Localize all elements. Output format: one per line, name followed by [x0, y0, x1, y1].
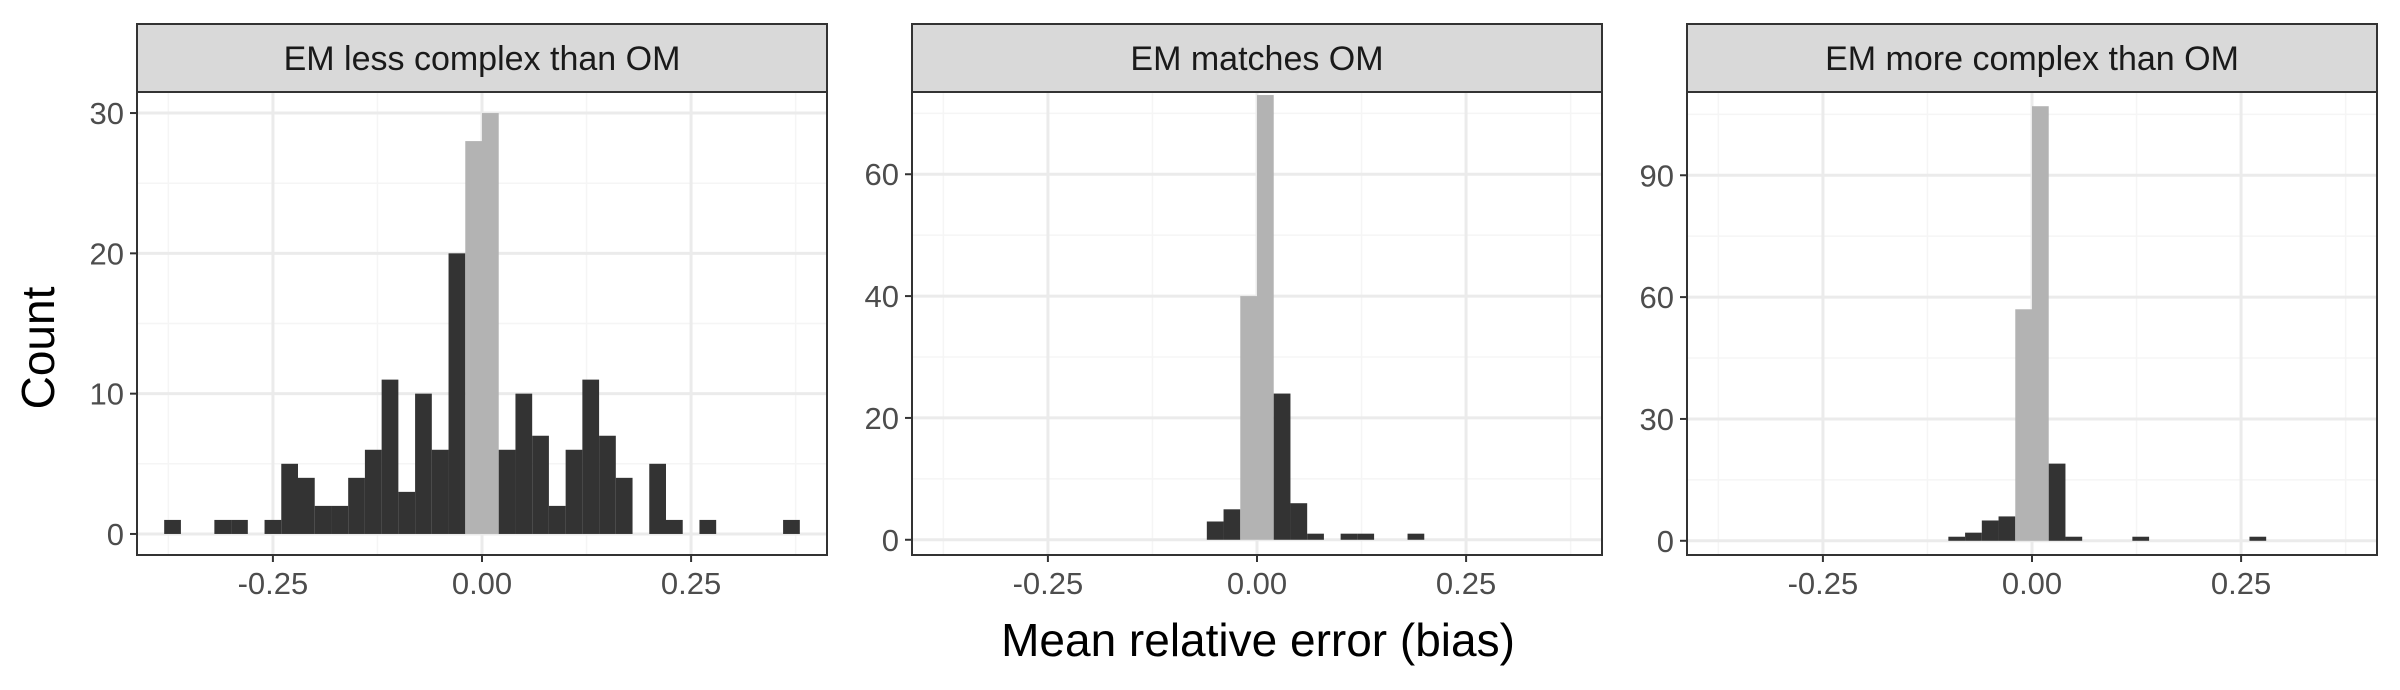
- histogram-bar: [1273, 393, 1291, 540]
- x-tick-label: 0.00: [2002, 566, 2062, 601]
- y-axis-title: Count: [12, 286, 64, 409]
- y-tick-label: 60: [865, 157, 899, 192]
- histogram-bar: [1206, 521, 1224, 540]
- histogram-bar: [1948, 536, 1966, 541]
- y-tick-label: 90: [1640, 158, 1674, 193]
- histogram-bar: [1240, 296, 1257, 540]
- histogram-bar: [348, 477, 365, 534]
- histogram-bar: [264, 519, 282, 534]
- histogram-bar: [331, 505, 349, 534]
- histogram-bar: [314, 505, 332, 534]
- x-tick-label: -0.25: [1013, 566, 1084, 601]
- x-tick-label: 0.25: [1436, 566, 1496, 601]
- y-tick-label: 30: [90, 96, 124, 131]
- histogram-bar: [515, 393, 533, 534]
- histogram-bar: [448, 253, 466, 534]
- histogram-bar: [1998, 516, 2016, 541]
- facet-panels: EM less complex than OM -0.25 0.00 0.25 0 10 2…: [90, 23, 2378, 601]
- histogram-bar: [783, 519, 800, 534]
- x-tick-label: 0.25: [2211, 566, 2271, 601]
- histogram-bar: [2249, 536, 2267, 541]
- x-tick-label: 0.00: [1227, 566, 1287, 601]
- histogram-bar: [2048, 463, 2066, 541]
- histogram-bar: [1357, 533, 1375, 540]
- y-tick-label: 20: [865, 401, 899, 436]
- histogram-bar: [231, 519, 248, 534]
- y-tick-label: 0: [882, 523, 899, 558]
- histogram-bar: [482, 113, 499, 534]
- facet-strip-label: EM less complex than OM: [284, 40, 681, 78]
- histogram-bar: [2065, 536, 2083, 541]
- histogram-bar: [2132, 536, 2150, 541]
- histogram-bar: [281, 463, 298, 534]
- x-tick-label: -0.25: [238, 566, 309, 601]
- facet-strip: [911, 23, 1603, 93]
- y-tick-label: 30: [1640, 402, 1674, 437]
- histogram-bar: [381, 379, 399, 534]
- histogram-bar: [298, 477, 315, 534]
- histogram-bar: [1981, 520, 1999, 541]
- y-tick-label: 40: [865, 279, 899, 314]
- histogram-bar: [532, 435, 549, 534]
- histogram-bar: [1290, 503, 1308, 540]
- x-tick-label: -0.25: [1788, 566, 1859, 601]
- histogram-bar: [1257, 95, 1274, 540]
- facet-strip-label: EM more complex than OM: [1825, 40, 2239, 78]
- facet-panel-3: EM more complex than OM -0.25 0.00 0.25 0 30 6…: [1640, 23, 2378, 601]
- histogram-bar: [699, 519, 717, 534]
- histogram-bar: [1965, 532, 1982, 541]
- histogram-bar: [2015, 309, 2032, 541]
- histogram-bar: [2032, 106, 2049, 541]
- y-tick-label: 10: [90, 377, 124, 412]
- histogram-bar: [1407, 533, 1425, 540]
- histogram-bar: [465, 141, 482, 534]
- histogram-bar: [1307, 533, 1324, 540]
- x-tick-label: 0.00: [452, 566, 512, 601]
- facet-panel-2: EM matches OM -0.25 0.00 0.25 0 20 40 60: [865, 23, 1603, 601]
- histogram-bar: [649, 463, 666, 534]
- y-tick-label: 0: [1657, 524, 1674, 559]
- histogram-bar: [431, 449, 449, 534]
- x-axis-title: Mean relative error (bias): [1001, 614, 1515, 666]
- facet-strip-label: EM matches OM: [1130, 40, 1383, 78]
- histogram-bar: [214, 519, 232, 534]
- histogram-bar: [565, 449, 583, 534]
- histogram-bar: [164, 519, 181, 534]
- y-tick-label: 0: [107, 517, 124, 552]
- facet-panel-1: EM less complex than OM -0.25 0.00 0.25 0 10 2…: [90, 23, 828, 601]
- histogram-bar: [666, 519, 683, 534]
- facet-strip: [136, 23, 828, 93]
- histogram-bar: [364, 449, 382, 534]
- y-tick-label: 60: [1640, 280, 1674, 315]
- histogram-bar: [582, 379, 600, 534]
- histogram-bar: [1340, 533, 1358, 540]
- histogram-bar: [415, 393, 432, 534]
- y-tick-label: 20: [90, 236, 124, 271]
- facet-strip: [1686, 23, 2378, 93]
- histogram-bar: [1223, 509, 1241, 540]
- histogram-bar: [398, 491, 416, 534]
- histogram-bar: [498, 449, 516, 534]
- histogram-bar: [615, 477, 633, 534]
- histogram-bar: [599, 435, 616, 534]
- histogram-bar: [548, 505, 566, 534]
- x-tick-label: 0.25: [661, 566, 721, 601]
